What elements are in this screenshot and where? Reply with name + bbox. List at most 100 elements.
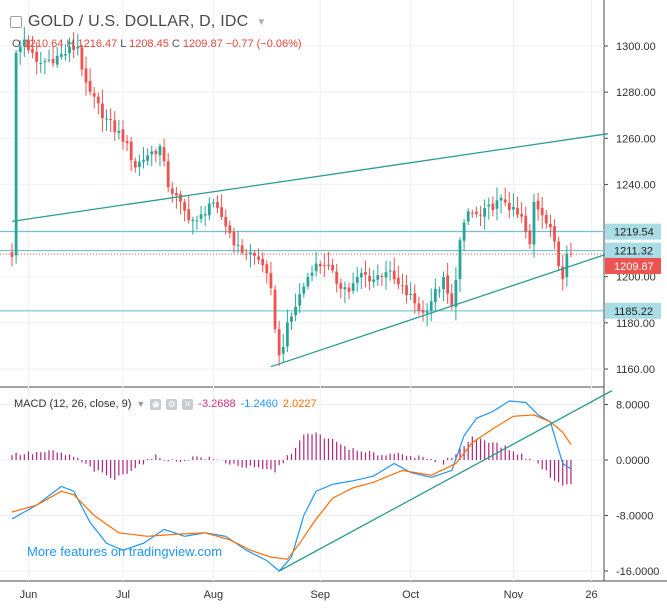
candle-body[interactable] — [446, 275, 450, 294]
candle-body[interactable] — [314, 263, 318, 272]
candle-body[interactable] — [84, 68, 88, 83]
candle-body[interactable] — [59, 54, 63, 57]
candle-body[interactable] — [364, 271, 367, 275]
candle-body[interactable] — [421, 309, 425, 313]
candle-body[interactable] — [355, 277, 359, 283]
candle-body[interactable] — [80, 47, 84, 70]
candle-body[interactable] — [191, 219, 195, 222]
candle-body[interactable] — [553, 226, 556, 242]
candle-body[interactable] — [121, 129, 125, 142]
candle-body[interactable] — [154, 150, 158, 154]
candle-body[interactable] — [187, 209, 191, 221]
candle-body[interactable] — [14, 52, 18, 256]
candle-body[interactable] — [442, 277, 445, 290]
candle-body[interactable] — [487, 204, 491, 207]
candle-body[interactable] — [479, 214, 482, 216]
candle-body[interactable] — [376, 275, 380, 280]
candle-body[interactable] — [27, 39, 30, 50]
candle-body[interactable] — [516, 208, 519, 215]
candle-body[interactable] — [170, 188, 174, 194]
candle-body[interactable] — [536, 200, 540, 210]
candle-body[interactable] — [35, 52, 39, 62]
candle-body[interactable] — [96, 96, 100, 104]
candle-body[interactable] — [384, 272, 388, 278]
candle-body[interactable] — [549, 223, 552, 228]
candle-body[interactable] — [306, 277, 310, 287]
candle-body[interactable] — [290, 316, 293, 322]
candle-body[interactable] — [47, 59, 51, 61]
candle-body[interactable] — [138, 161, 141, 167]
macd-pane[interactable] — [11, 390, 613, 572]
candle-body[interactable] — [557, 241, 561, 267]
candle-body[interactable] — [462, 222, 466, 241]
candle-body[interactable] — [150, 151, 154, 155]
candle-body[interactable] — [322, 265, 326, 267]
chevron-down-icon[interactable]: ▼ — [256, 16, 267, 28]
candle-body[interactable] — [195, 220, 199, 222]
settings-icon[interactable]: ⚙ — [166, 398, 178, 410]
candle-body[interactable] — [438, 290, 441, 292]
candle-body[interactable] — [92, 93, 96, 97]
candle-body[interactable] — [31, 48, 34, 53]
candle-body[interactable] — [520, 214, 524, 217]
candle-body[interactable] — [55, 55, 59, 65]
candle-body[interactable] — [310, 272, 314, 276]
tradingview-watermark[interactable]: More features on tradingview.com — [27, 544, 223, 559]
candle-body[interactable] — [425, 311, 429, 314]
candle-body[interactable] — [183, 202, 187, 211]
candle-body[interactable] — [10, 252, 14, 257]
candle-body[interactable] — [540, 207, 544, 216]
candle-body[interactable] — [339, 283, 343, 289]
candle-body[interactable] — [396, 277, 400, 285]
candle-body[interactable] — [368, 276, 371, 282]
macd-trendline[interactable] — [278, 390, 613, 572]
candle-body[interactable] — [470, 212, 474, 214]
candle-body[interactable] — [179, 194, 182, 202]
candle-body[interactable] — [532, 201, 536, 245]
candle-body[interactable] — [495, 200, 499, 209]
candle-body[interactable] — [125, 140, 129, 144]
candle-body[interactable] — [142, 159, 145, 162]
candle-body[interactable] — [76, 46, 80, 49]
candle-body[interactable] — [43, 61, 47, 63]
candle-body[interactable] — [483, 208, 487, 217]
candle-body[interactable] — [244, 253, 248, 255]
candle-body[interactable] — [146, 155, 150, 161]
candle-body[interactable] — [405, 285, 408, 296]
candle-body[interactable] — [253, 253, 256, 256]
candle-body[interactable] — [281, 346, 285, 354]
candle-body[interactable] — [343, 287, 347, 290]
candle-body[interactable] — [372, 279, 376, 282]
symbol-header[interactable]: GOLD / U.S. DOLLAR, D, IDC ▼ — [10, 13, 266, 31]
candle-body[interactable] — [433, 288, 437, 302]
signal-line[interactable] — [11, 414, 572, 560]
candle-body[interactable] — [503, 199, 507, 203]
candle-body[interactable] — [335, 271, 339, 284]
candle-body[interactable] — [409, 293, 413, 295]
candle-body[interactable] — [565, 254, 569, 278]
candle-body[interactable] — [294, 306, 297, 316]
candle-body[interactable] — [207, 203, 211, 216]
macd-legend[interactable]: MACD (12, 26, close, 9) ▼ ◉ ⚙ ✕ -3.2688 … — [14, 398, 317, 410]
candle-body[interactable] — [450, 293, 454, 307]
candle-body[interactable] — [392, 270, 396, 280]
candle-body[interactable] — [265, 264, 269, 274]
candle-body[interactable] — [544, 214, 548, 224]
candle-body[interactable] — [240, 245, 244, 253]
candle-body[interactable] — [105, 118, 108, 120]
candle-body[interactable] — [248, 252, 252, 254]
candle-body[interactable] — [359, 273, 363, 278]
candle-body[interactable] — [528, 230, 532, 245]
candle-body[interactable] — [236, 244, 240, 246]
candle-body[interactable] — [133, 160, 137, 168]
candle-body[interactable] — [216, 202, 219, 208]
candle-body[interactable] — [454, 280, 458, 307]
candle-body[interactable] — [569, 253, 573, 255]
candle-body[interactable] — [72, 45, 76, 50]
candle-body[interactable] — [51, 59, 55, 64]
candle-body[interactable] — [491, 203, 495, 211]
chevron-down-icon[interactable]: ▼ — [136, 399, 146, 409]
candle-body[interactable] — [475, 211, 478, 214]
candle-body[interactable] — [413, 293, 417, 304]
